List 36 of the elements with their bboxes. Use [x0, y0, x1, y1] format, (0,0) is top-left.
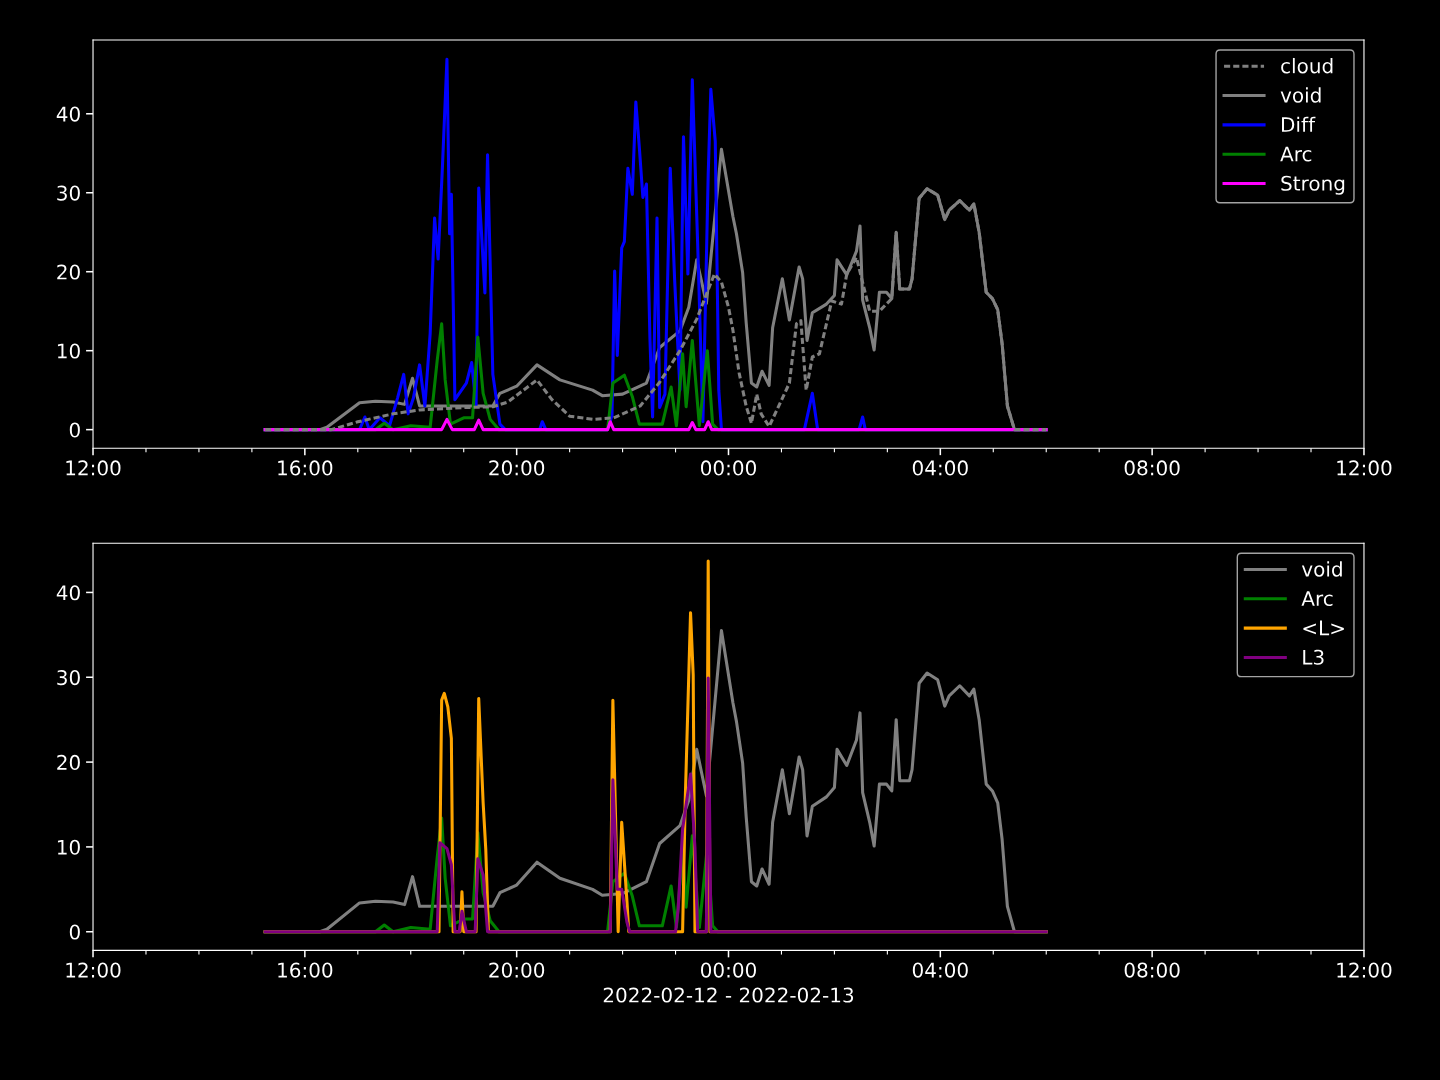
x-tick-label: 00:00	[701, 460, 756, 476]
legend-label: Arc	[1280, 146, 1312, 162]
legend-label: Arc	[1301, 591, 1333, 607]
y-tick-label: 30	[57, 185, 80, 201]
x-tick-label: 04:00	[912, 460, 968, 476]
x-tick-label: 20:00	[489, 460, 545, 476]
x-tick-label: 20:00	[489, 962, 545, 978]
y-tick-label: 30	[57, 670, 80, 686]
y-tick-label: 20	[57, 754, 80, 770]
x-tick-label: 16:00	[278, 460, 333, 476]
x-tick-label: 12:00	[1337, 962, 1392, 978]
legend-label: void	[1280, 87, 1321, 103]
legend-label: Diff	[1282, 116, 1316, 132]
legend-label: cloud	[1281, 57, 1333, 74]
y-tick-label: 10	[57, 343, 80, 359]
x-tick-label: 12:00	[66, 962, 121, 978]
line-series	[263, 417, 1048, 432]
x-tick-label: 12:00	[1337, 460, 1392, 476]
x-tick-label: 08:00	[1124, 962, 1180, 978]
x-tick-label: 16:00	[278, 962, 333, 978]
x-tick-label: 04:00	[912, 962, 968, 978]
y-tick-label: 10	[57, 839, 80, 855]
y-tick-label: 40	[56, 106, 80, 122]
legend-label: void	[1301, 561, 1342, 577]
y-tick-label: 0	[69, 924, 80, 940]
x-axis-title: 2022-02-12 - 2022-02-13	[603, 987, 854, 1003]
x-tick-label: 12:00	[66, 460, 121, 476]
y-tick-label: 20	[57, 264, 80, 280]
legend-label: <L>	[1303, 620, 1344, 636]
line-series	[263, 676, 1048, 934]
x-tick-label: 08:00	[1124, 460, 1180, 476]
y-tick-label: 40	[56, 585, 80, 601]
y-tick-label: 0	[69, 422, 80, 438]
x-tick-label: 00:00	[701, 962, 756, 978]
legend-label: Strong	[1281, 175, 1345, 195]
legend-label: L3	[1303, 649, 1324, 665]
